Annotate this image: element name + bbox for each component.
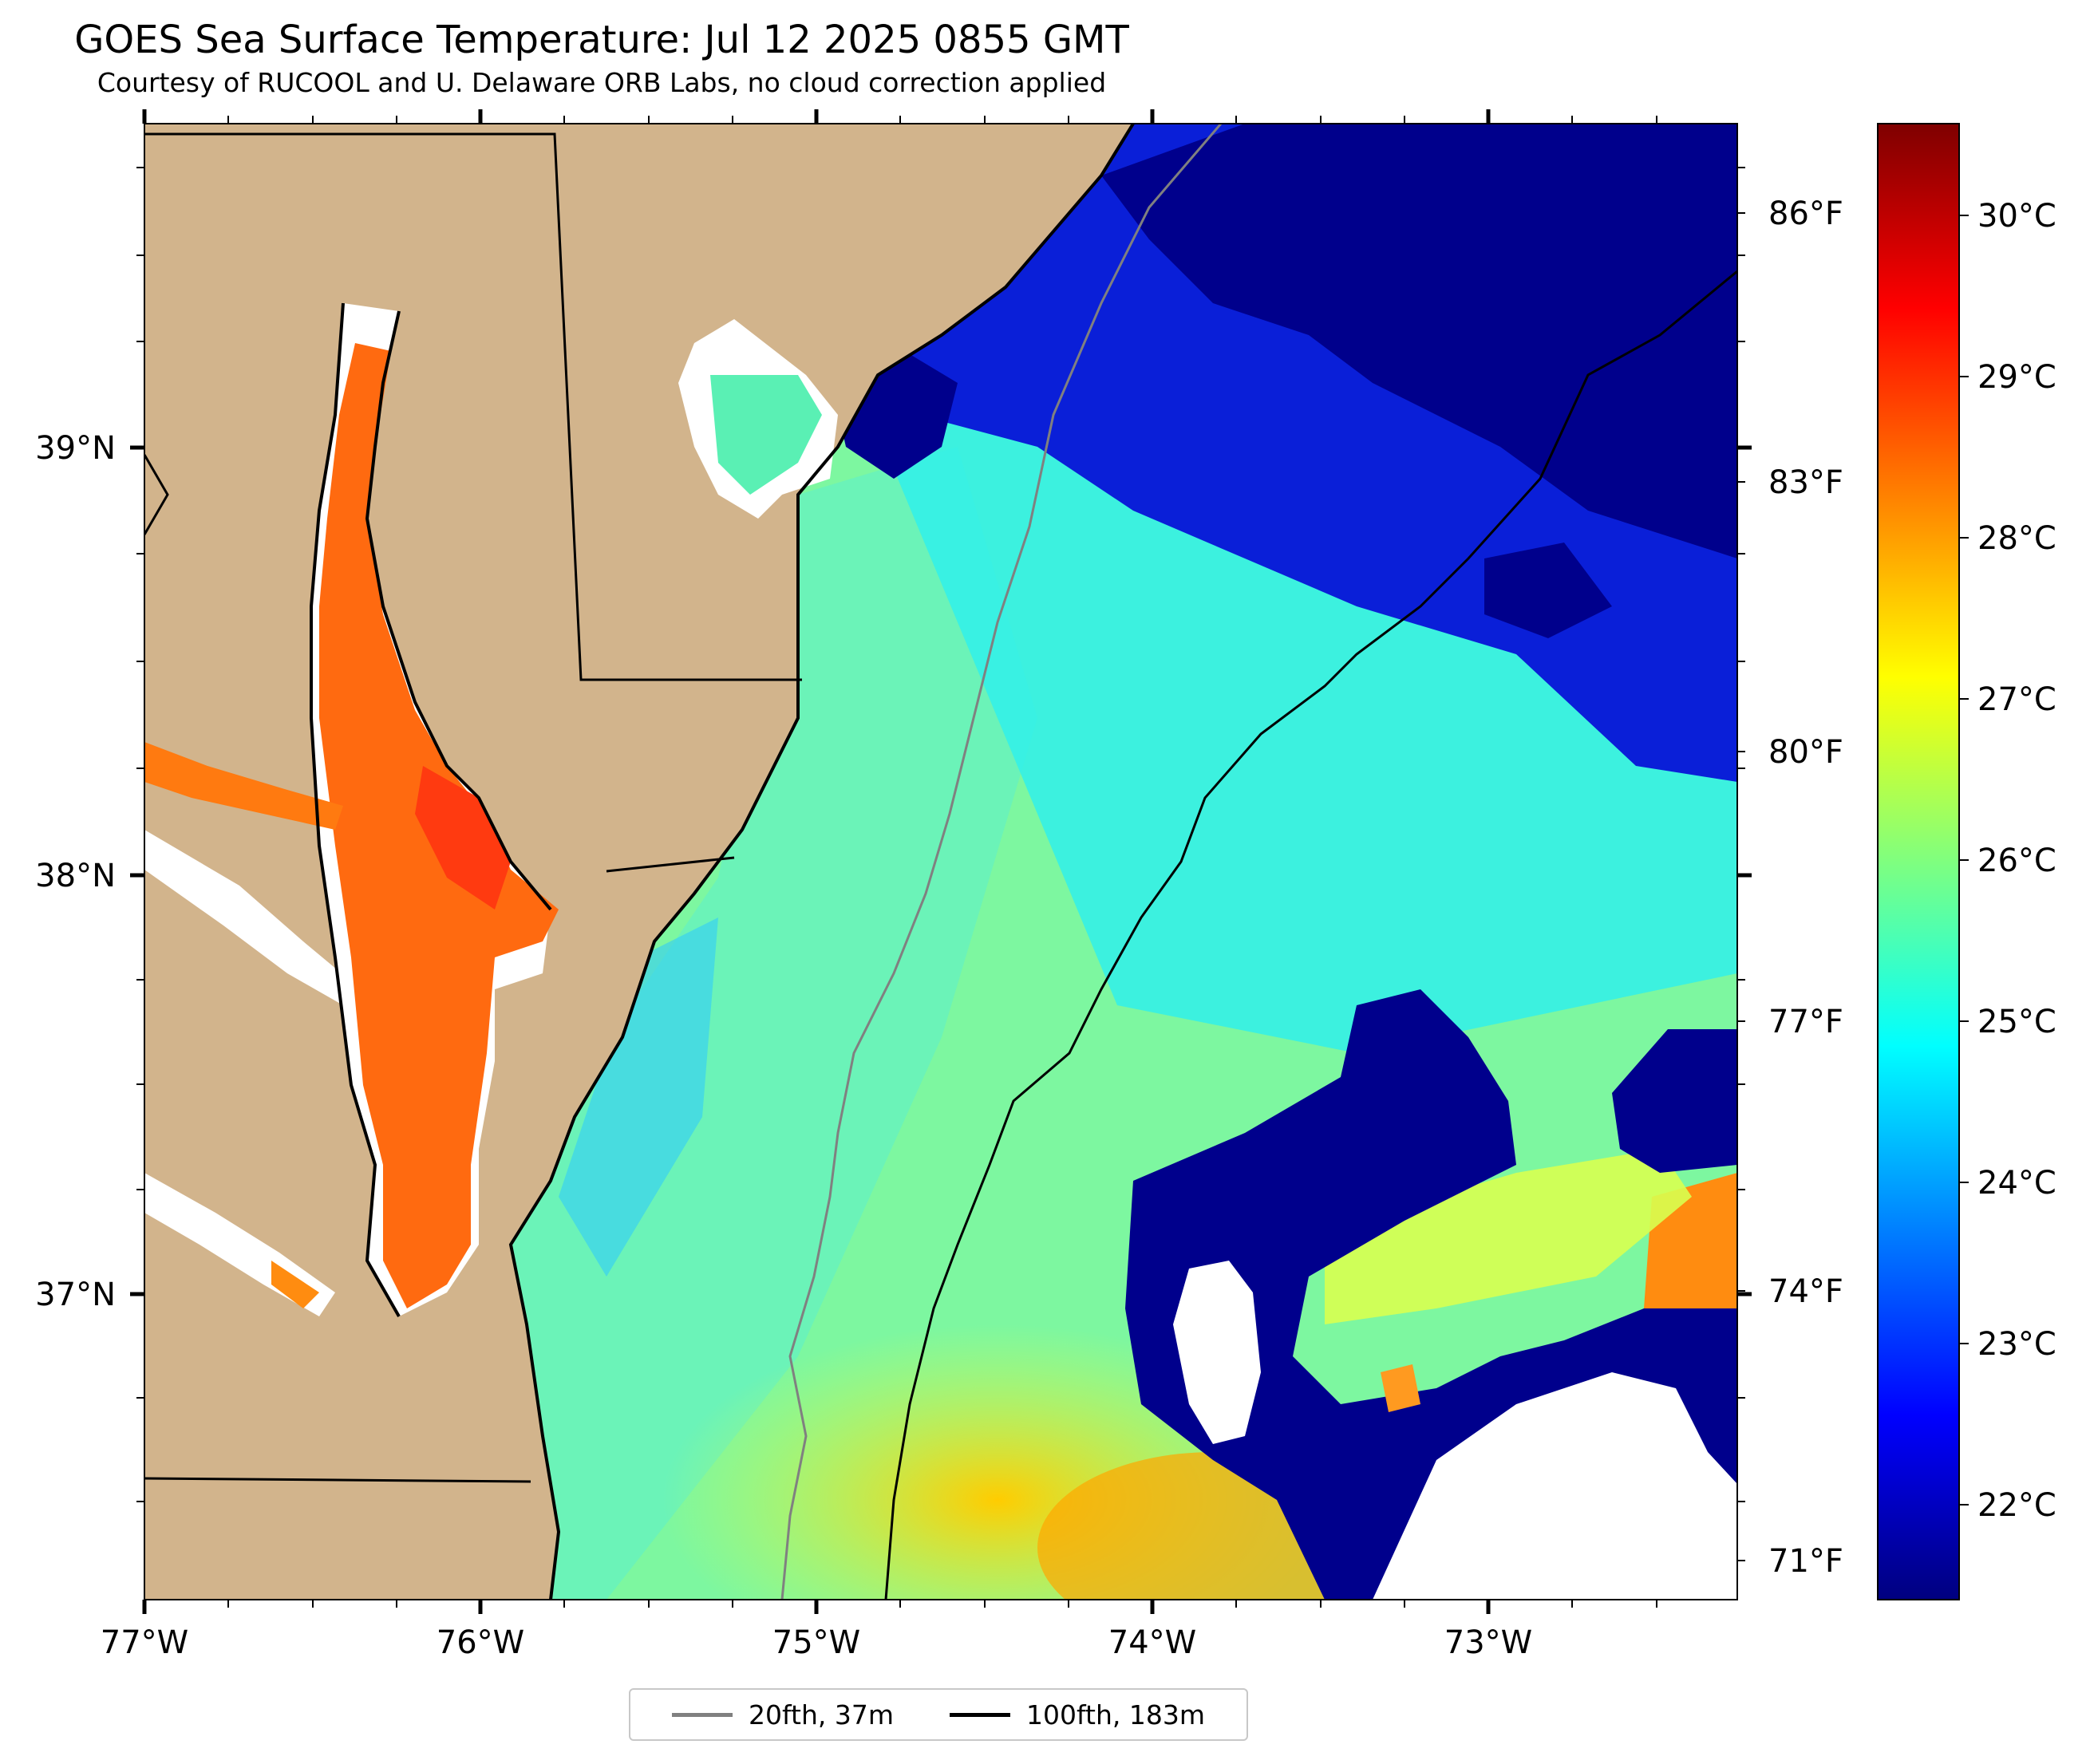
yellow-green-filament	[1325, 1149, 1692, 1324]
celsius-label: 24°C	[1977, 1165, 2056, 1202]
shelf-water	[511, 447, 1037, 1600]
colorbar	[1877, 123, 1960, 1600]
gray-line-swatch	[672, 1712, 733, 1717]
fahrenheit-label: 86°F	[1768, 195, 1843, 232]
chesapeake-east-shore	[365, 310, 552, 911]
cloud-patch-east	[1612, 1029, 1737, 1173]
cool-nearshore	[559, 918, 718, 1277]
contour-20fth	[780, 124, 1223, 1600]
delaware-bay-water	[710, 375, 822, 495]
cloud-mask-northeast	[1101, 124, 1737, 558]
legend-label: 20fth, 37m	[749, 1699, 894, 1730]
no-data-patch-southeast	[1373, 1372, 1737, 1600]
lon-label: 76°W	[437, 1624, 524, 1661]
lat-label: 39°N	[35, 430, 116, 467]
fahrenheit-label: 71°F	[1768, 1543, 1843, 1580]
rappahannock-river	[144, 830, 351, 1005]
fahrenheit-label: 77°F	[1768, 1004, 1843, 1040]
lat-ticks	[130, 167, 1752, 1502]
legend-item-100fth: 100fth, 183m	[950, 1699, 1205, 1730]
lon-label: 73°W	[1444, 1624, 1532, 1661]
state-border-md-de	[144, 132, 802, 681]
fahrenheit-label: 80°F	[1768, 734, 1843, 771]
lat-label: 37°N	[35, 1277, 116, 1313]
celsius-label: 25°C	[1977, 1004, 2056, 1040]
contour-legend: 20fth, 37m 100fth, 183m	[629, 1688, 1248, 1741]
celsius-label: 23°C	[1977, 1326, 2056, 1363]
map-title: GOES Sea Surface Temperature: Jul 12 202…	[74, 18, 1129, 62]
cloud-patch-mid	[1484, 543, 1612, 638]
warm-spot	[1381, 1364, 1420, 1412]
james-river-water	[271, 1261, 319, 1308]
legend-label: 100fth, 183m	[1026, 1699, 1205, 1730]
celsius-label: 28°C	[1977, 520, 2056, 557]
celsius-label: 29°C	[1977, 359, 2056, 396]
celsius-label: 27°C	[1977, 681, 2056, 718]
lon-label: 74°W	[1108, 1624, 1196, 1661]
state-border-md-va	[606, 856, 735, 873]
coastline	[508, 124, 1135, 1600]
state-border-va-nc	[144, 1477, 531, 1483]
lon-label: 75°W	[772, 1624, 860, 1661]
chesapeake-bay-warm	[415, 766, 511, 910]
lat-label: 38°N	[35, 858, 116, 894]
potomac-river	[144, 742, 343, 830]
fahrenheit-label: 83°F	[1768, 464, 1843, 501]
lon-label: 77°W	[101, 1624, 188, 1661]
no-data-patch	[1173, 1261, 1261, 1444]
celsius-label: 22°C	[1977, 1487, 2056, 1524]
map-frame	[144, 123, 1738, 1600]
celsius-label: 30°C	[1977, 198, 2056, 235]
fahrenheit-label: 74°F	[1768, 1273, 1843, 1310]
celsius-label: 26°C	[1977, 843, 2056, 879]
lon-ticks	[142, 109, 1657, 1614]
black-line-swatch	[950, 1712, 1010, 1717]
colorbar-ticks	[1959, 215, 1969, 1506]
legend-item-20fth: 20fth, 37m	[672, 1699, 894, 1730]
chesapeake-west-shore	[310, 302, 401, 1317]
contour-100fth	[884, 270, 1737, 1600]
state-border-west	[144, 454, 169, 535]
map-subtitle: Courtesy of RUCOOL and U. Delaware ORB L…	[97, 67, 1107, 98]
fahrenheit-scale	[1737, 212, 1745, 1561]
cyan-water	[838, 287, 1737, 1053]
